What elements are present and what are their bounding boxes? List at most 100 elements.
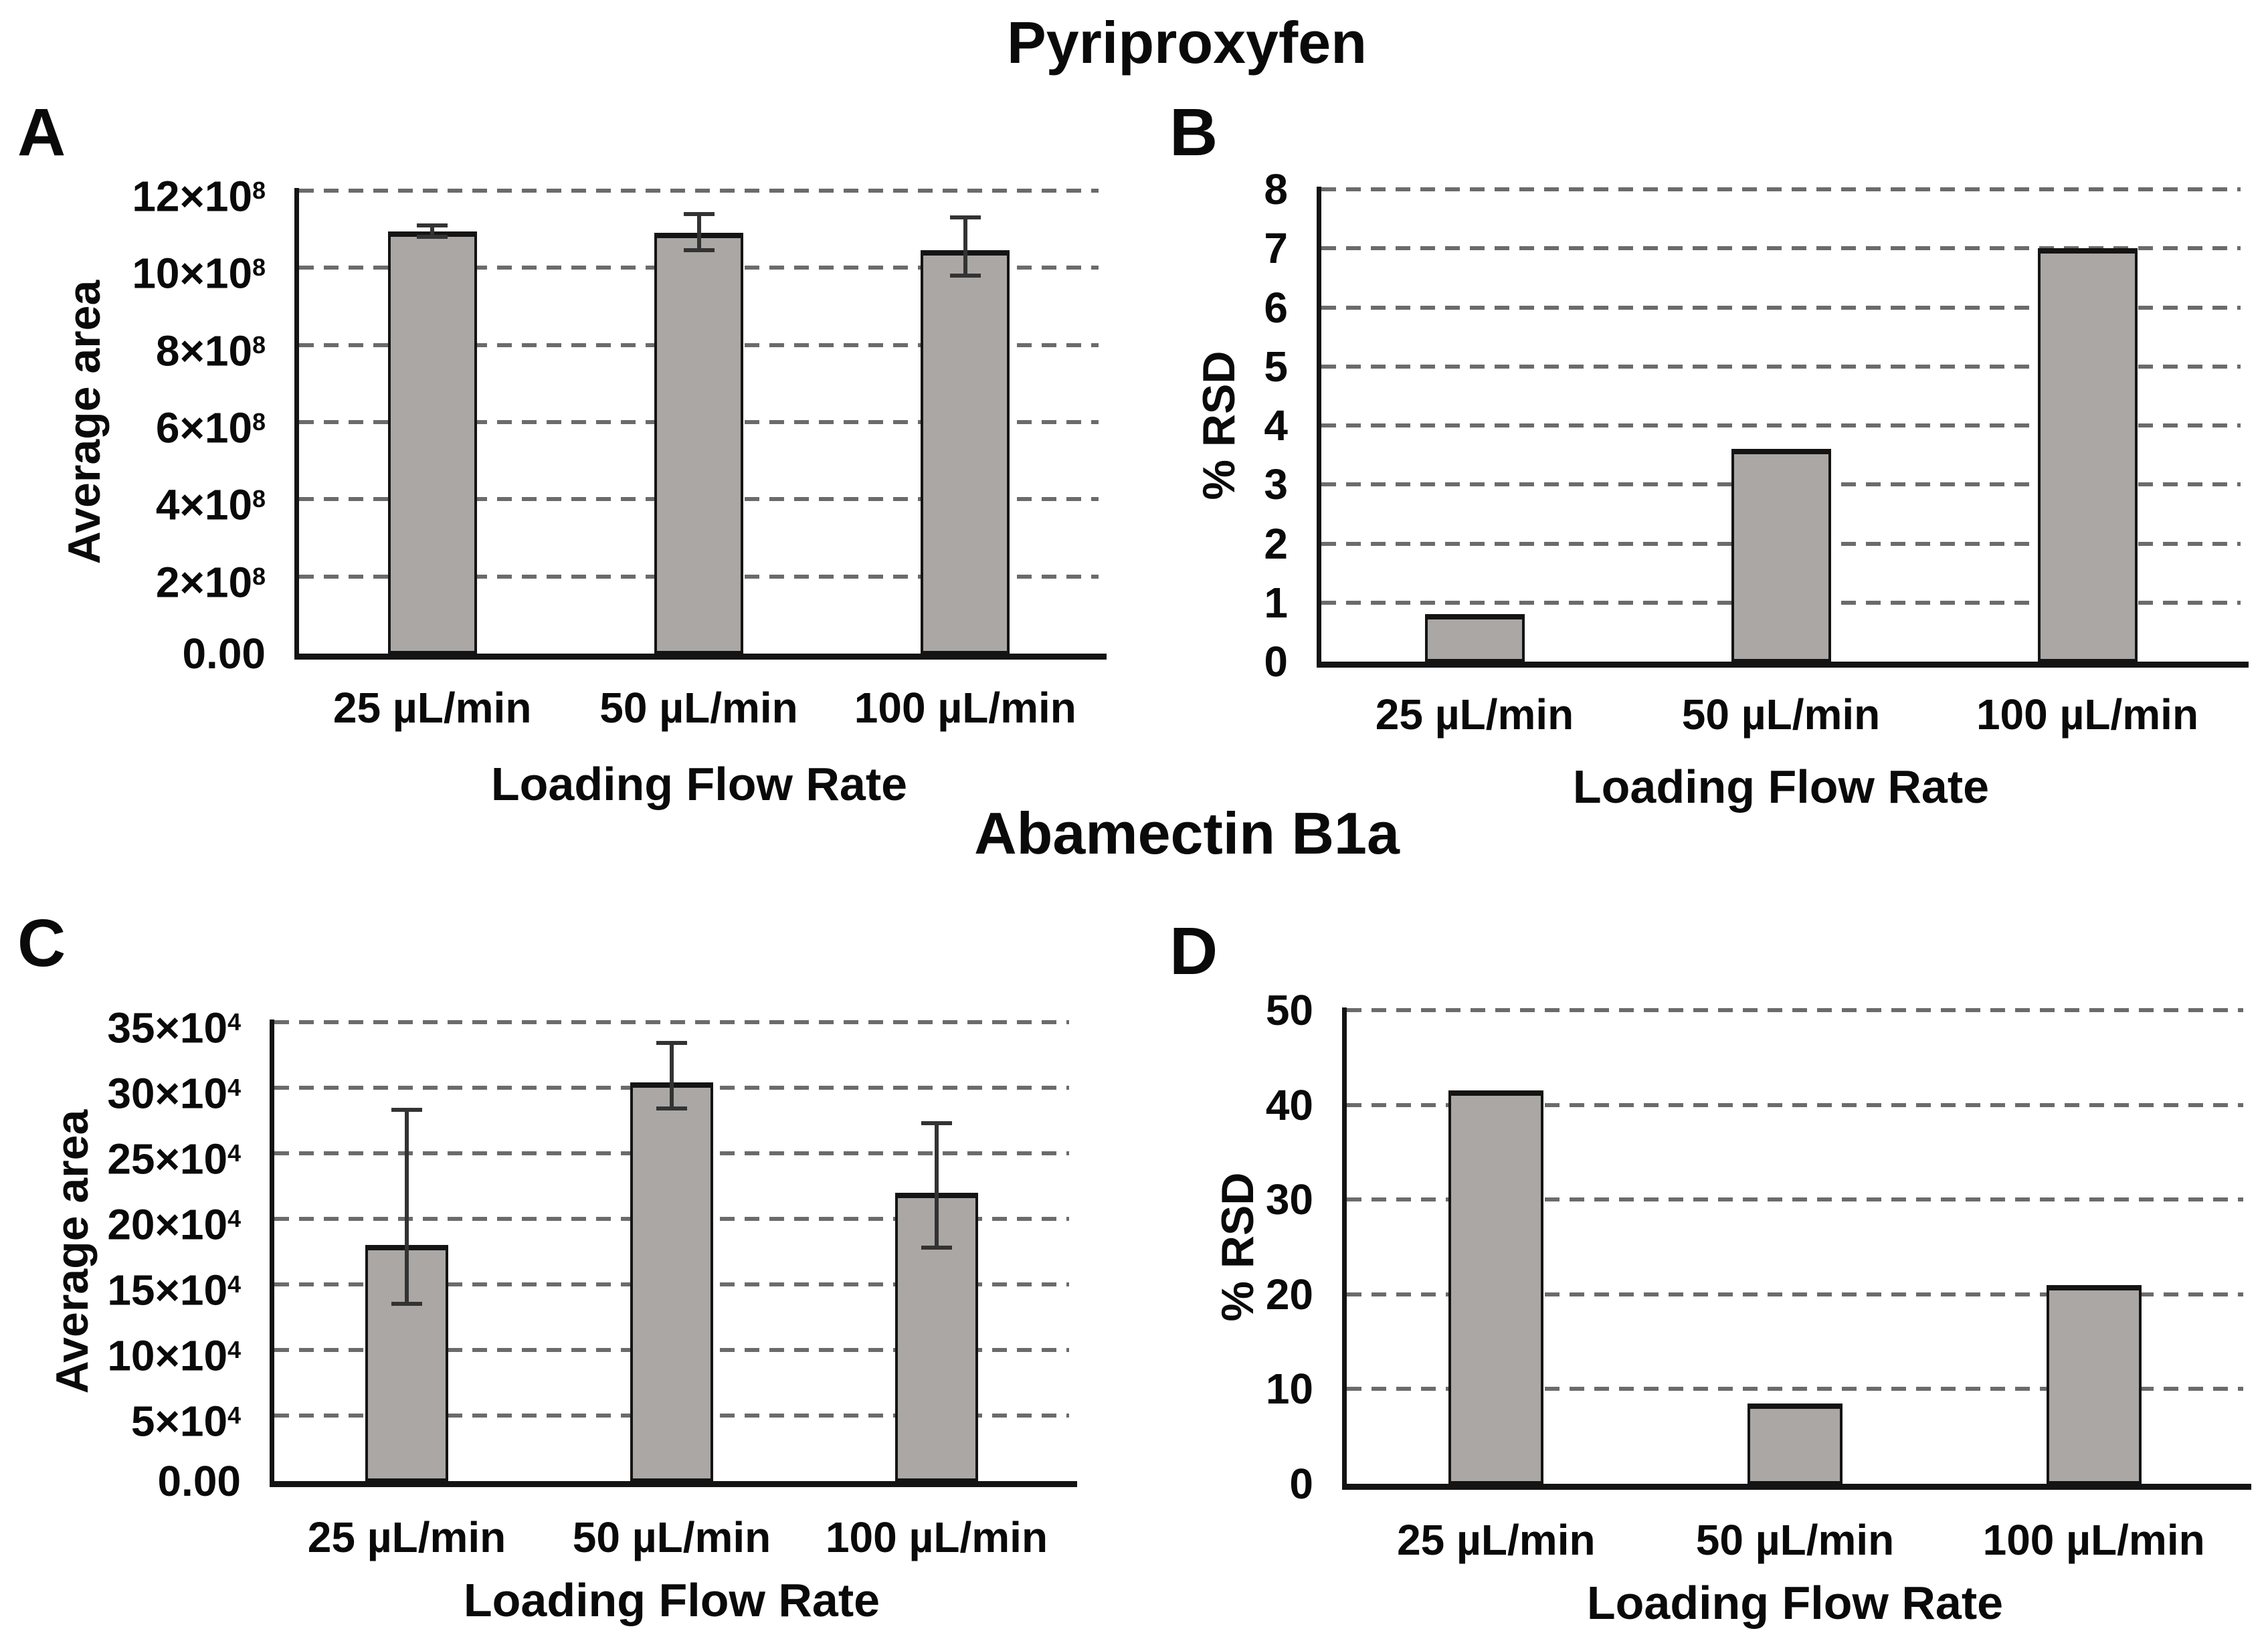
gridline [274,1020,1069,1024]
panel-label-c: C [17,906,66,981]
y-axis-title-d: % RSD [1212,1172,1263,1322]
gridline [274,1414,1069,1418]
bar-100-l-min [2046,1284,2142,1484]
gridline [1347,1387,2243,1391]
y-axis-line [1342,1007,1347,1484]
gridline [274,1348,1069,1352]
bar-25-l-min [387,231,477,654]
error-bar [430,225,435,237]
x-tick-label: 25 µL/min [307,1513,506,1561]
y-tick-label: 30×104 [107,1069,241,1118]
bar-50-l-min [1731,449,1831,662]
gridline [299,343,1099,347]
y-axis-title-c: Average area [47,1109,98,1394]
x-tick-label: 100 µL/min [1982,1516,2205,1564]
panel-label-a: A [17,95,66,170]
error-bar [696,213,701,251]
gridline [1347,1008,2243,1012]
bar-50-l-min [654,233,743,654]
error-bar [935,1123,939,1248]
x-axis-line [1317,662,2249,668]
y-axis-line [294,188,299,654]
gridline [1321,305,2241,310]
error-bar-cap-top [949,215,981,220]
error-bar-cap-top [656,1041,687,1046]
gridline [274,1086,1069,1090]
x-axis-title-a: Loading Flow Rate [490,758,908,810]
gridline [274,1282,1069,1286]
x-axis-title-b: Loading Flow Rate [1572,761,1990,813]
y-tick-label: 5×104 [130,1397,241,1446]
gridline [299,420,1099,424]
gridline [299,266,1099,270]
x-axis-line [294,654,1107,660]
error-bar [963,217,967,276]
bar-25-l-min [365,1245,448,1481]
y-tick-label: 0.00 [157,1457,241,1505]
x-tick-label: 100 µL/min [825,1513,1048,1561]
x-axis-line [270,1481,1077,1487]
bar-100-l-min [2037,248,2138,662]
y-axis-line [270,1020,274,1481]
y-axis-line [1317,187,1321,662]
x-tick-label: 25 µL/min [333,684,532,732]
y-tick-label: 4×108 [155,480,266,529]
y-tick-label: 20×104 [107,1200,241,1249]
bar-100-l-min [895,1192,978,1481]
error-bar-cap-top [391,1108,422,1112]
gridline [1321,364,2241,369]
y-tick-label: 0.00 [182,629,266,678]
gridline [1321,600,2241,605]
x-tick-label: 25 µL/min [1397,1516,1596,1564]
x-tick-label: 50 µL/min [572,1513,771,1561]
x-axis-title-d: Loading Flow Rate [1586,1577,2004,1629]
error-bar-cap-top [417,223,448,227]
bar-25-l-min [1424,614,1525,662]
gridline [1321,187,2241,191]
gridline [1321,423,2241,427]
gridline [274,1151,1069,1155]
error-bar-cap-bottom [656,1106,687,1111]
x-axis-line [1342,1484,2251,1490]
y-axis-title-b: % RSD [1194,351,1244,500]
bar-50-l-min [1747,1403,1842,1484]
gridline [1347,1197,2243,1202]
panel-label-b: B [1169,95,1218,170]
error-bar [405,1110,409,1304]
y-tick-label: 6×108 [155,403,266,452]
x-tick-label: 100 µL/min [1976,690,2199,739]
gridline [1321,246,2241,251]
x-tick-label: 50 µL/min [1695,1516,1895,1564]
x-tick-label: 100 µL/min [854,684,1076,732]
x-tick-label: 50 µL/min [1681,690,1881,739]
gridline [299,497,1099,502]
figure-title-pyriproxyfen: Pyriproxyfen [1007,9,1367,76]
gridline [1347,1102,2243,1107]
x-tick-label: 25 µL/min [1375,690,1574,739]
figure-title-abamectin: Abamectin B1a [974,800,1400,866]
error-bar-cap-bottom [949,273,981,278]
panel-label-d: D [1169,914,1218,989]
bar-50-l-min [630,1082,713,1481]
error-bar-cap-bottom [683,248,715,253]
y-axis-title-a: Average area [59,280,110,565]
gridline [274,1217,1069,1221]
error-bar-cap-bottom [417,235,448,239]
error-bar-cap-top [683,211,715,216]
bar-25-l-min [1448,1090,1544,1484]
y-tick-label: 35×104 [107,1003,241,1052]
error-bar-cap-bottom [391,1302,422,1306]
y-tick-label: 25×104 [107,1135,241,1183]
gridline [299,574,1099,579]
y-tick-label: 12×108 [132,172,266,221]
error-bar [670,1043,674,1109]
error-bar-cap-top [921,1121,952,1125]
y-tick-label: 8×108 [155,326,266,375]
x-axis-title-c: Loading Flow Rate [463,1574,880,1626]
y-tick-label: 2×108 [155,558,266,607]
y-tick-label: 10×104 [107,1331,241,1380]
y-tick-label: 10×108 [132,249,266,298]
gridline [299,189,1099,193]
x-tick-label: 50 µL/min [599,684,798,732]
